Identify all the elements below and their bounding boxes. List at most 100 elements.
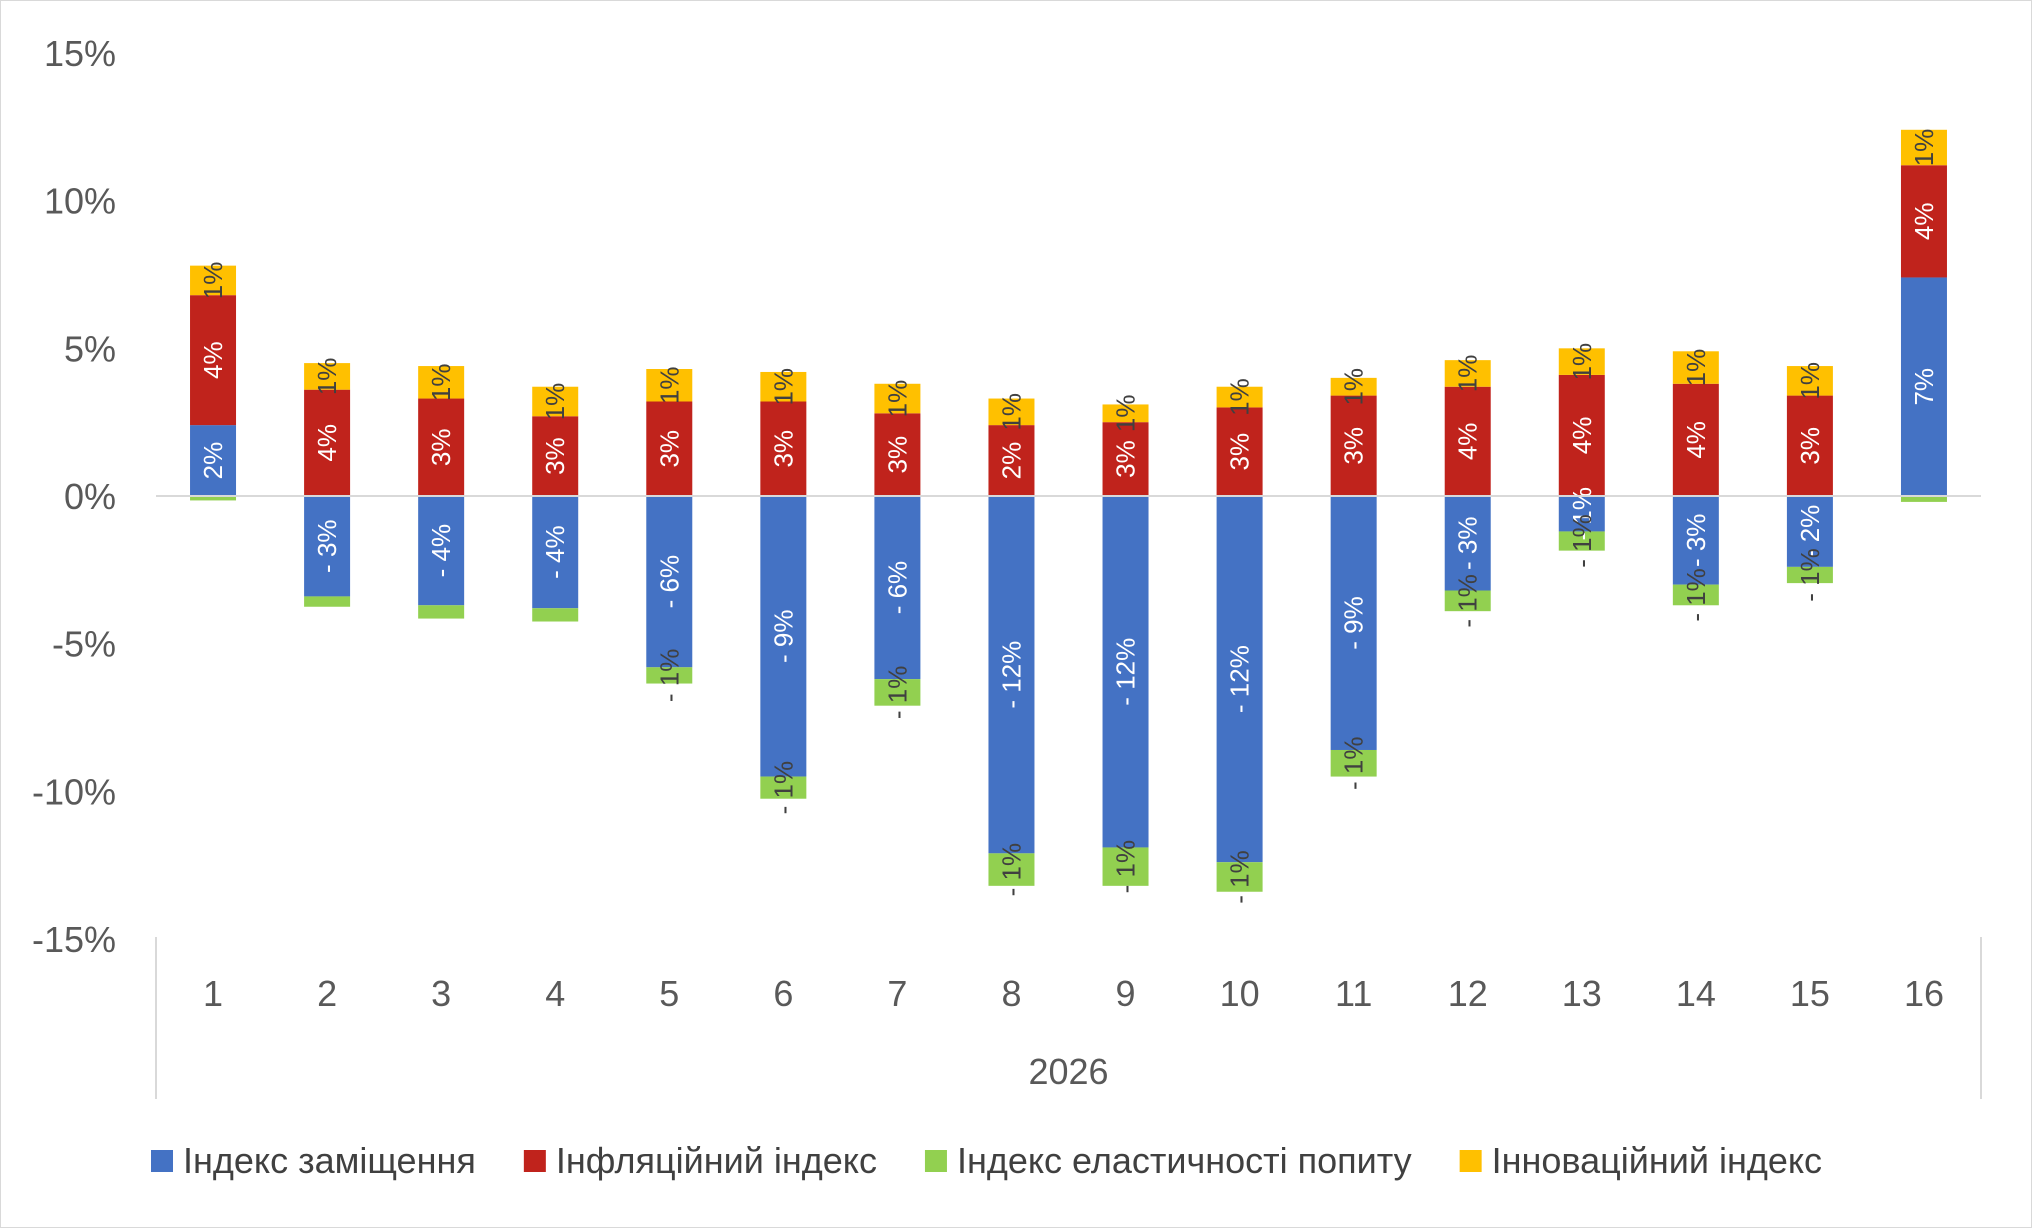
bar-segment bbox=[760, 776, 807, 799]
bar-segment bbox=[646, 667, 693, 684]
legend: Індекс заміщення Інфляційний індекс Індекс… bbox=[151, 1140, 1822, 1181]
bar-segment bbox=[1900, 496, 1947, 502]
bar-segment bbox=[1786, 496, 1833, 567]
bar-segment bbox=[1216, 862, 1263, 892]
bar-segment bbox=[532, 608, 579, 622]
y-tick-label: -15% bbox=[32, 919, 116, 960]
data-label: - 1% bbox=[654, 649, 684, 702]
bar-segment bbox=[988, 425, 1035, 496]
data-label: - 1% bbox=[882, 666, 912, 719]
bar-segment bbox=[1330, 395, 1377, 496]
x-tick-label: 6 bbox=[773, 973, 793, 1014]
legend-swatch bbox=[523, 1150, 546, 1172]
data-label: - 1% bbox=[1225, 850, 1255, 903]
data-label: 3% bbox=[1111, 440, 1141, 478]
bar-segment bbox=[1786, 566, 1833, 584]
bar-segment bbox=[874, 383, 921, 414]
bar-segment bbox=[532, 386, 579, 417]
bar-segment bbox=[760, 401, 807, 496]
data-label: 1% bbox=[540, 383, 570, 421]
bar-segment bbox=[1900, 165, 1947, 278]
x-tick-label: 4 bbox=[545, 973, 565, 1014]
y-tick-label: 10% bbox=[44, 181, 116, 222]
bar-segment bbox=[532, 416, 579, 496]
bar-segment bbox=[1558, 531, 1605, 551]
bar-segment bbox=[1558, 496, 1605, 532]
data-label: - 1% bbox=[996, 843, 1026, 896]
data-label: 4% bbox=[1567, 417, 1597, 455]
x-tick-label: 13 bbox=[1562, 973, 1602, 1014]
data-label: 4% bbox=[198, 341, 228, 379]
data-label: - 1% bbox=[768, 761, 798, 814]
x-axis: 2026 1 2 3 4 5 6 7 8 9 10 11 12 13 14 15 16 bbox=[155, 495, 1982, 1099]
bar-segment bbox=[1558, 374, 1605, 496]
bar-segment bbox=[1102, 847, 1149, 886]
bar-segment bbox=[1330, 496, 1377, 750]
y-tick-label: -5% bbox=[52, 624, 116, 665]
bar-segment bbox=[760, 496, 807, 777]
x-tick-label: 10 bbox=[1220, 973, 1260, 1014]
bar-segment bbox=[760, 371, 807, 402]
bar-segment bbox=[874, 413, 921, 496]
data-label: 1% bbox=[996, 393, 1026, 431]
bar-segment bbox=[418, 496, 465, 606]
y-tick-label: -10% bbox=[32, 771, 116, 812]
bar-series bbox=[190, 129, 1947, 892]
data-label: 3% bbox=[654, 430, 684, 468]
data-label: 7% bbox=[1909, 368, 1939, 406]
data-label: 4% bbox=[1453, 423, 1483, 461]
bar-segment bbox=[874, 496, 921, 680]
data-label: - 9% bbox=[768, 610, 798, 663]
data-label: - 12% bbox=[1111, 638, 1141, 706]
data-label: 3% bbox=[1339, 427, 1369, 465]
data-label: 1% bbox=[426, 364, 456, 402]
data-label: 4% bbox=[1681, 421, 1711, 459]
bar-segment bbox=[1672, 496, 1719, 585]
bar-segment bbox=[190, 295, 237, 426]
data-label: 3% bbox=[1795, 427, 1825, 465]
bar-segment bbox=[1672, 584, 1719, 606]
bar-segment bbox=[304, 496, 351, 597]
bar-segment bbox=[418, 605, 465, 619]
bar-segment bbox=[418, 366, 465, 399]
bar-segment bbox=[1558, 348, 1605, 375]
bar-segment bbox=[1900, 277, 1947, 496]
data-label: - 3% bbox=[1453, 517, 1483, 570]
bar-segment bbox=[190, 425, 237, 496]
data-label: 3% bbox=[540, 437, 570, 475]
x-tick-label: 1 bbox=[203, 973, 223, 1014]
x-tick-label: 9 bbox=[1116, 973, 1136, 1014]
bar-segment bbox=[988, 398, 1035, 426]
data-label: 4% bbox=[1909, 203, 1939, 241]
data-label: 1% bbox=[1225, 378, 1255, 416]
bar-segment bbox=[418, 398, 465, 496]
data-label: 1% bbox=[198, 262, 228, 300]
bar-segment bbox=[304, 596, 351, 607]
bar-segment bbox=[1216, 496, 1263, 863]
bar-segment bbox=[646, 401, 693, 496]
data-label: - 4% bbox=[540, 525, 570, 578]
data-label: 1% bbox=[312, 358, 342, 396]
data-label: - 1% bbox=[1567, 514, 1597, 567]
bar-segment bbox=[1216, 407, 1263, 496]
bar-segment bbox=[646, 496, 693, 668]
data-label: - 1% bbox=[1795, 548, 1825, 601]
data-label: 3% bbox=[768, 430, 798, 468]
x-tick-label: 11 bbox=[1335, 973, 1372, 1014]
data-label: 2% bbox=[198, 442, 228, 480]
data-label: - 3% bbox=[1681, 514, 1711, 567]
bar-segment bbox=[532, 496, 579, 609]
data-label: 1% bbox=[768, 368, 798, 406]
x-tick-label: 5 bbox=[659, 973, 679, 1014]
bar-segment bbox=[1444, 496, 1491, 591]
data-labels: 2% 4% 1% - 3% 4% 1% - 4% 3% 1% - 4% 3% 1% - 6% 3% - 1%… bbox=[198, 129, 1939, 904]
legend-label: Індекс заміщення bbox=[183, 1140, 476, 1181]
bar-segment bbox=[874, 679, 921, 706]
bar-segment bbox=[1444, 360, 1491, 387]
bar-segment bbox=[1102, 404, 1149, 423]
data-label: 4% bbox=[312, 424, 342, 462]
legend-label: Індекс еластичності попиту bbox=[957, 1140, 1412, 1181]
x-tick-label: 2 bbox=[317, 973, 337, 1014]
